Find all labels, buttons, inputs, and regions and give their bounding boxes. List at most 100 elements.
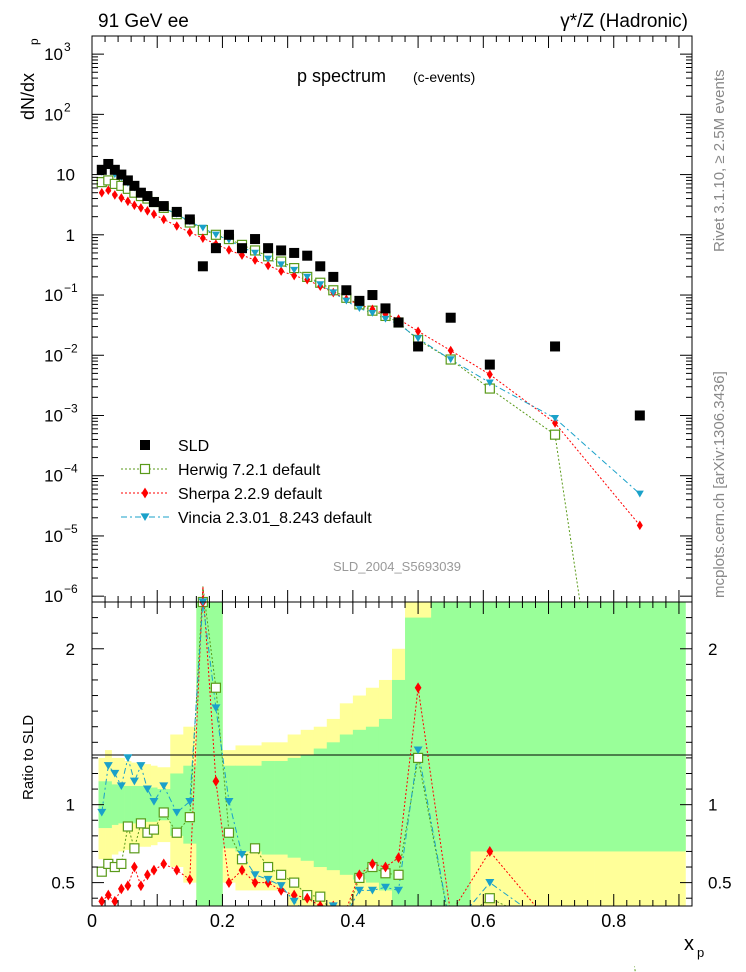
ratio-clip-cover — [92, 906, 692, 967]
ratio-band-green — [235, 765, 249, 852]
data-point — [160, 214, 167, 225]
data-point — [263, 875, 273, 884]
main-y-tick-exponent: 3 — [64, 40, 71, 54]
ratio-uncertainty-bands — [98, 602, 686, 906]
data-point — [116, 858, 127, 870]
ratio-x-tick-label: 0.2 — [210, 911, 235, 931]
data-point — [238, 864, 246, 876]
data-point — [148, 197, 159, 208]
data-point — [139, 463, 151, 475]
main-y-tick-label: 10 — [44, 45, 63, 64]
data-point — [184, 214, 195, 225]
data-point — [98, 895, 106, 907]
data-point — [111, 895, 119, 907]
data-point — [172, 808, 182, 817]
data-point — [276, 882, 286, 890]
ratio-band-green — [509, 602, 523, 852]
plot-subtitle: (c-events) — [413, 69, 475, 85]
data-point — [291, 270, 298, 281]
legend-label: SLD — [178, 438, 209, 455]
data-point — [329, 289, 338, 297]
ratio-series-markers — [92, 596, 692, 967]
data-point — [223, 827, 235, 838]
data-point — [140, 440, 150, 450]
ratio-band-green — [118, 785, 125, 824]
data-point — [414, 682, 422, 694]
data-point — [303, 892, 311, 904]
data-point — [446, 356, 455, 364]
data-point — [237, 850, 247, 859]
data-point — [277, 261, 286, 269]
data-point — [550, 341, 561, 352]
data-point — [131, 861, 138, 873]
main-y-tick-label: 1 — [66, 226, 75, 245]
data-point — [150, 864, 158, 876]
ratio-band-green — [313, 748, 328, 868]
ratio-band-green — [209, 602, 223, 906]
data-point — [137, 203, 144, 213]
data-point — [445, 312, 456, 323]
ratio-band-green — [170, 773, 184, 836]
data-point — [289, 877, 300, 888]
data-point — [142, 785, 152, 794]
data-point — [367, 290, 378, 301]
ratio-band-green — [470, 602, 510, 852]
data-point — [380, 303, 391, 314]
header-right: γ*/Z (Hadronic) — [560, 11, 688, 32]
data-point — [109, 164, 120, 175]
main-y-tick-label: 10 — [44, 346, 63, 365]
data-point — [210, 243, 221, 254]
ratio-band-green — [352, 729, 367, 880]
data-point — [122, 821, 133, 832]
ratio-band-green — [137, 785, 145, 824]
main-y-tick-label: 10 — [44, 105, 63, 124]
data-point — [158, 201, 169, 212]
data-point — [380, 883, 390, 892]
ratio-axes: 0.5 0.5 1 1 2 2 0 0.2 0.4 0.6 0.8 — [51, 602, 732, 931]
ratio-band-green — [287, 757, 301, 858]
ratio-band-green — [522, 602, 595, 852]
legend-label: Herwig 7.2.1 default — [178, 462, 321, 479]
data-point — [278, 266, 285, 276]
data-point — [117, 883, 125, 895]
data-point — [315, 891, 326, 902]
data-point — [263, 243, 274, 254]
main-y-tick-exponent: −2 — [64, 341, 78, 355]
main-y-tick-exponent: −1 — [64, 281, 78, 295]
data-point — [144, 869, 151, 881]
main-y-tick-label: 10 — [44, 286, 63, 305]
main-y-tick-label: 10 — [44, 527, 63, 546]
ratio-y-tick-label-right: 2 — [708, 640, 717, 659]
data-point — [150, 209, 157, 219]
data-point — [129, 180, 140, 191]
ratio-band-green — [261, 761, 275, 855]
data-point — [413, 341, 424, 352]
ratio-band-green — [144, 787, 151, 822]
data-point — [354, 295, 365, 306]
data-point — [237, 243, 247, 254]
data-point — [135, 818, 147, 829]
legend-entry: Sherpa 2.2.9 default — [121, 486, 323, 503]
legend-label: Vincia 2.3.01_8.243 default — [178, 510, 372, 527]
data-point — [171, 206, 182, 217]
data-point — [144, 206, 151, 216]
x-axis-label: x p — [684, 933, 704, 960]
ratio-y-tick-label-left: 1 — [66, 796, 75, 815]
data-point — [381, 315, 390, 323]
ratio-band-green — [248, 765, 262, 852]
data-point — [210, 682, 222, 693]
data-point — [173, 221, 180, 231]
data-point — [252, 255, 259, 265]
main-y-label-text: dN/dx — [18, 73, 38, 120]
data-point — [551, 415, 560, 422]
ratio-band-green — [131, 785, 138, 824]
data-point — [395, 852, 402, 864]
data-point — [414, 335, 423, 343]
data-point — [289, 247, 300, 258]
data-point — [96, 164, 107, 175]
ratio-band-green — [326, 742, 341, 871]
data-point — [250, 871, 260, 879]
header-left: 91 GeV ee — [98, 11, 189, 32]
